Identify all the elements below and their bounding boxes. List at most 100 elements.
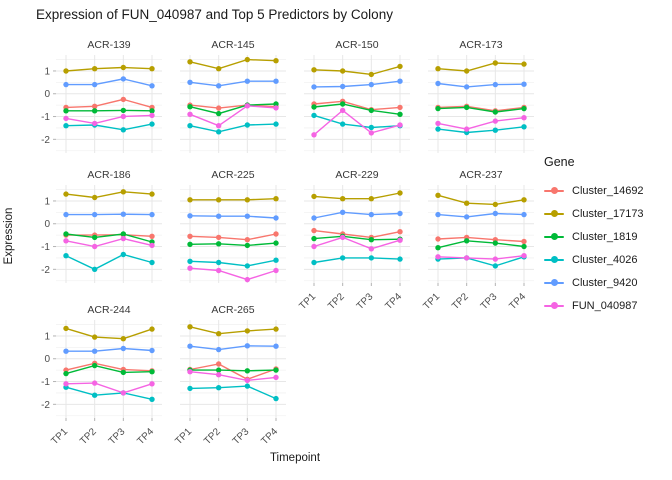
data-point-Cluster_4026 [149, 396, 155, 402]
data-point-Cluster_17173 [339, 196, 346, 202]
data-point-FUN_040987 [397, 122, 403, 128]
facet-strip-label: ACR-150 [335, 39, 378, 51]
data-point-FUN_040987 [492, 118, 499, 124]
y-tick-label: 1 [44, 331, 50, 342]
legend-entries: Cluster_14692 Cluster_17173 Cluster_1819 Cl… [544, 179, 670, 317]
series-line-Cluster_9420 [313, 211, 401, 219]
data-point-Cluster_9420 [120, 211, 127, 217]
series-line-Cluster_14692 [65, 362, 153, 372]
facet-strip-label: ACR-265 [211, 304, 254, 316]
series-line-Cluster_17173 [437, 194, 525, 206]
series-line-Cluster_1819 [313, 235, 401, 241]
legend-label: Cluster_1819 [572, 230, 638, 243]
series-line-FUN_040987 [65, 114, 153, 125]
data-point-Cluster_17173 [273, 196, 279, 202]
data-point-Cluster_9420 [187, 343, 193, 349]
x-tick-label: TP2 [78, 426, 99, 447]
data-point-Cluster_9420 [368, 81, 375, 88]
data-point-Cluster_1819 [463, 104, 470, 111]
data-point-Cluster_9420 [435, 211, 441, 218]
data-point-Cluster_17173 [273, 326, 279, 332]
data-point-FUN_040987 [120, 390, 127, 396]
data-point-Cluster_9420 [215, 213, 222, 219]
data-point-Cluster_4026 [521, 124, 527, 130]
data-point-FUN_040987 [397, 237, 403, 243]
series-line-Cluster_4026 [189, 259, 277, 267]
data-point-Cluster_9420 [91, 81, 98, 88]
series-line-FUN_040987 [189, 105, 277, 127]
x-tick-label: TP2 [202, 426, 223, 447]
data-point-FUN_040987 [215, 372, 222, 378]
legend-title: Gene [544, 155, 575, 169]
data-point-FUN_040987 [120, 235, 127, 242]
series-line-FUN_040987 [437, 254, 525, 260]
x-tick-label: TP2 [326, 291, 347, 312]
data-point-Cluster_17173 [492, 201, 499, 208]
series-line-Cluster_1819 [437, 240, 525, 249]
series-line-Cluster_4026 [65, 253, 153, 271]
data-point-FUN_040987 [91, 120, 98, 127]
facet-strip-label: ACR-229 [335, 169, 378, 181]
data-point-Cluster_1819 [187, 104, 193, 110]
data-point-FUN_040987 [521, 115, 527, 121]
series-line-Cluster_14692 [437, 236, 525, 243]
data-point-Cluster_14692 [215, 234, 222, 241]
x-tick-label: TP1 [173, 426, 194, 447]
data-point-Cluster_17173 [63, 325, 69, 332]
data-point-Cluster_4026 [120, 251, 127, 258]
series-line-Cluster_17173 [313, 192, 401, 200]
y-tick-label: 1 [44, 196, 50, 207]
data-point-Cluster_14692 [120, 96, 127, 103]
series-line-Cluster_1819 [189, 103, 277, 115]
data-point-Cluster_4026 [91, 266, 98, 272]
data-point-Cluster_17173 [91, 66, 98, 72]
y-tick-label: -2 [41, 265, 50, 276]
data-point-Cluster_1819 [63, 231, 69, 237]
data-point-Cluster_4026 [149, 259, 155, 266]
data-point-Cluster_17173 [120, 189, 127, 195]
series-line-Cluster_9420 [65, 347, 153, 352]
y-tick-label: -1 [41, 112, 50, 123]
data-point-Cluster_1819 [149, 108, 155, 114]
data-point-FUN_040987 [187, 111, 193, 118]
data-point-FUN_040987 [492, 256, 499, 262]
data-point-FUN_040987 [435, 254, 441, 260]
data-point-FUN_040987 [63, 115, 69, 122]
series-line-Cluster_14692 [189, 104, 277, 109]
series-line-Cluster_17173 [437, 62, 525, 72]
data-point-FUN_040987 [244, 377, 251, 384]
series-line-Cluster_4026 [313, 114, 401, 129]
data-point-Cluster_1819 [368, 237, 375, 243]
data-point-Cluster_9420 [187, 79, 193, 86]
data-point-Cluster_4026 [339, 121, 346, 127]
data-point-Cluster_9420 [339, 83, 346, 90]
data-point-FUN_040987 [273, 267, 279, 274]
data-point-FUN_040987 [339, 107, 346, 114]
data-point-Cluster_14692 [273, 231, 279, 237]
data-point-Cluster_1819 [120, 231, 127, 237]
series-line-Cluster_17173 [65, 327, 153, 340]
data-point-Cluster_4026 [311, 259, 317, 266]
series-line-Cluster_4026 [437, 126, 525, 134]
data-point-Cluster_9420 [463, 214, 470, 220]
data-point-Cluster_1819 [397, 111, 403, 118]
data-point-Cluster_17173 [435, 192, 441, 198]
facet-panel-ACR-237 [428, 185, 534, 283]
series-line-FUN_040987 [437, 116, 525, 130]
legend-entry-Cluster_17173: Cluster_17173 [544, 202, 670, 225]
y-tick-label: -1 [41, 377, 50, 388]
data-point-Cluster_1819 [435, 105, 441, 112]
data-point-FUN_040987 [368, 246, 375, 252]
data-point-FUN_040987 [244, 103, 251, 109]
data-point-Cluster_14692 [187, 233, 193, 239]
data-point-Cluster_17173 [120, 64, 127, 71]
data-point-FUN_040987 [187, 265, 193, 271]
data-point-Cluster_17173 [63, 68, 69, 74]
series-line-Cluster_17173 [189, 326, 277, 335]
data-point-Cluster_9420 [435, 80, 441, 87]
x-tick-label: TP4 [259, 426, 280, 447]
series-line-Cluster_9420 [189, 345, 277, 351]
data-point-Cluster_4026 [244, 122, 251, 128]
data-point-Cluster_14692 [397, 104, 403, 111]
